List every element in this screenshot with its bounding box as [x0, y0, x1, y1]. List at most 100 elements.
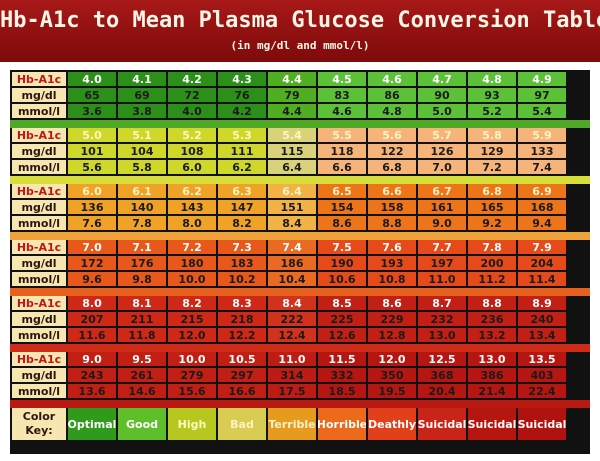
hba1c-cell: 4.4	[268, 72, 316, 86]
hba1c-cell: 7.5	[318, 240, 366, 254]
color-key-bad: Bad	[218, 408, 266, 440]
mmol-cell: 10.8	[368, 272, 416, 286]
mmol-cell: 5.2	[468, 104, 516, 118]
mgdl-cell: 93	[468, 88, 516, 102]
mmol-cell: 4.6	[318, 104, 366, 118]
mgdl-cell: 86	[368, 88, 416, 102]
row-label-mmol: mmol/l	[12, 384, 66, 398]
color-key-terrible: Terrible	[268, 408, 316, 440]
row-label-mmol: mmol/l	[12, 160, 66, 174]
hba1c-cell: 8.1	[118, 296, 166, 310]
row-label-hba1c: Hb-A1c	[12, 184, 66, 198]
mgdl-cell: 83	[318, 88, 366, 102]
mmol-cell: 9.0	[418, 216, 466, 230]
hba1c-cell: 13.5	[518, 352, 566, 366]
hba1c-cell: 4.9	[518, 72, 566, 86]
mgdl-cell: 126	[418, 144, 466, 158]
mmol-cell: 9.6	[68, 272, 116, 286]
hba1c-cell: 5.1	[118, 128, 166, 142]
mgdl-cell: 180	[168, 256, 216, 270]
row-label-mgdl: mg/dl	[12, 88, 66, 102]
mmol-cell: 9.2	[468, 216, 516, 230]
mgdl-cell: 232	[418, 312, 466, 326]
mmol-cell: 12.4	[268, 328, 316, 342]
hba1c-cell: 7.2	[168, 240, 216, 254]
color-key-label: Color Key:	[12, 408, 66, 440]
hba1c-cell: 6.1	[118, 184, 166, 198]
mmol-cell: 5.6	[68, 160, 116, 174]
mgdl-cell: 101	[68, 144, 116, 158]
mgdl-cell: 172	[68, 256, 116, 270]
mmol-cell: 3.6	[68, 104, 116, 118]
mgdl-cell: 215	[168, 312, 216, 326]
color-key-suicidal: Suicidal	[418, 408, 466, 440]
row-label-mmol: mmol/l	[12, 104, 66, 118]
row-label-hba1c: Hb-A1c	[12, 352, 66, 366]
mmol-cell: 5.0	[418, 104, 466, 118]
mgdl-cell: 108	[168, 144, 216, 158]
mmol-cell: 5.8	[118, 160, 166, 174]
hba1c-cell: 4.1	[118, 72, 166, 86]
hba1c-cell: 5.0	[68, 128, 116, 142]
mgdl-cell: 207	[68, 312, 116, 326]
mmol-cell: 15.6	[168, 384, 216, 398]
mmol-cell: 7.2	[468, 160, 516, 174]
mmol-cell: 19.5	[368, 384, 416, 398]
mgdl-cell: 168	[518, 200, 566, 214]
hba1c-cell: 4.0	[68, 72, 116, 86]
color-key-high: High	[168, 408, 216, 440]
row-label-mmol: mmol/l	[12, 216, 66, 230]
row-label-mmol: mmol/l	[12, 272, 66, 286]
color-key-deathly: Deathly	[368, 408, 416, 440]
mgdl-cell: 133	[518, 144, 566, 158]
row-label-mgdl: mg/dl	[12, 200, 66, 214]
mmol-cell: 6.0	[168, 160, 216, 174]
mmol-cell: 11.0	[418, 272, 466, 286]
hba1c-cell: 4.2	[168, 72, 216, 86]
table-subtitle: (in mg/dl and mmol/l)	[230, 39, 370, 52]
mmol-cell: 6.6	[318, 160, 366, 174]
hba1c-cell: 7.0	[68, 240, 116, 254]
mmol-cell: 6.4	[268, 160, 316, 174]
mgdl-cell: 243	[68, 368, 116, 382]
mgdl-cell: 332	[318, 368, 366, 382]
block-divider	[10, 120, 590, 128]
hba1c-cell: 5.5	[318, 128, 366, 142]
hba1c-cell: 5.4	[268, 128, 316, 142]
mgdl-cell: 97	[518, 88, 566, 102]
hba1c-cell: 12.0	[368, 352, 416, 366]
color-key-label-line: Color	[22, 410, 56, 423]
hba1c-cell: 7.8	[468, 240, 516, 254]
mgdl-cell: 158	[368, 200, 416, 214]
hba1c-cell: 5.6	[368, 128, 416, 142]
mmol-cell: 8.8	[368, 216, 416, 230]
mgdl-cell: 261	[118, 368, 166, 382]
hba1c-cell: 9.0	[68, 352, 116, 366]
color-key-suicidal: Suicidal	[468, 408, 516, 440]
hba1c-cell: 8.3	[218, 296, 266, 310]
mgdl-cell: 72	[168, 88, 216, 102]
row-label-mgdl: mg/dl	[12, 144, 66, 158]
mmol-cell: 9.8	[118, 272, 166, 286]
mmol-cell: 12.0	[168, 328, 216, 342]
mgdl-cell: 140	[118, 200, 166, 214]
mmol-cell: 10.4	[268, 272, 316, 286]
mgdl-cell: 76	[218, 88, 266, 102]
color-key-good: Good	[118, 408, 166, 440]
mmol-cell: 3.8	[118, 104, 166, 118]
hba1c-cell: 8.0	[68, 296, 116, 310]
mmol-cell: 12.2	[218, 328, 266, 342]
mgdl-cell: 350	[368, 368, 416, 382]
mgdl-cell: 225	[318, 312, 366, 326]
mmol-cell: 4.2	[218, 104, 266, 118]
mmol-cell: 17.5	[268, 384, 316, 398]
mgdl-cell: 118	[318, 144, 366, 158]
mgdl-cell: 279	[168, 368, 216, 382]
mmol-cell: 10.0	[168, 272, 216, 286]
mgdl-cell: 403	[518, 368, 566, 382]
mgdl-cell: 65	[68, 88, 116, 102]
row-label-mgdl: mg/dl	[12, 312, 66, 326]
mgdl-cell: 386	[468, 368, 516, 382]
mmol-cell: 13.6	[68, 384, 116, 398]
hba1c-cell: 4.7	[418, 72, 466, 86]
